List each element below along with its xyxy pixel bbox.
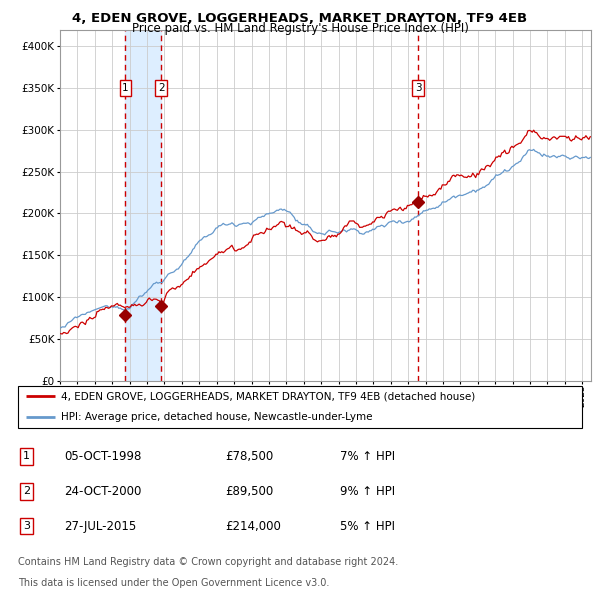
Text: Price paid vs. HM Land Registry's House Price Index (HPI): Price paid vs. HM Land Registry's House …: [131, 22, 469, 35]
Text: 05-OCT-1998: 05-OCT-1998: [64, 450, 141, 463]
Text: 3: 3: [23, 521, 30, 531]
Text: This data is licensed under the Open Government Licence v3.0.: This data is licensed under the Open Gov…: [18, 578, 329, 588]
Text: £78,500: £78,500: [225, 450, 274, 463]
Text: 2: 2: [158, 83, 164, 93]
Text: Contains HM Land Registry data © Crown copyright and database right 2024.: Contains HM Land Registry data © Crown c…: [18, 557, 398, 567]
Text: HPI: Average price, detached house, Newcastle-under-Lyme: HPI: Average price, detached house, Newc…: [61, 412, 373, 422]
Text: 27-JUL-2015: 27-JUL-2015: [64, 520, 136, 533]
Text: 5% ↑ HPI: 5% ↑ HPI: [340, 520, 395, 533]
Text: 4, EDEN GROVE, LOGGERHEADS, MARKET DRAYTON, TF9 4EB (detached house): 4, EDEN GROVE, LOGGERHEADS, MARKET DRAYT…: [61, 391, 475, 401]
Text: 2: 2: [23, 486, 30, 496]
Text: £89,500: £89,500: [225, 484, 274, 498]
Text: 4, EDEN GROVE, LOGGERHEADS, MARKET DRAYTON, TF9 4EB: 4, EDEN GROVE, LOGGERHEADS, MARKET DRAYT…: [73, 12, 527, 25]
Text: 9% ↑ HPI: 9% ↑ HPI: [340, 484, 395, 498]
Text: 24-OCT-2000: 24-OCT-2000: [64, 484, 141, 498]
Text: 3: 3: [415, 83, 421, 93]
Text: £214,000: £214,000: [225, 520, 281, 533]
Bar: [125, 30, 161, 381]
Text: 7% ↑ HPI: 7% ↑ HPI: [340, 450, 395, 463]
Text: 1: 1: [23, 451, 30, 461]
FancyBboxPatch shape: [18, 386, 582, 428]
Text: 1: 1: [122, 83, 129, 93]
